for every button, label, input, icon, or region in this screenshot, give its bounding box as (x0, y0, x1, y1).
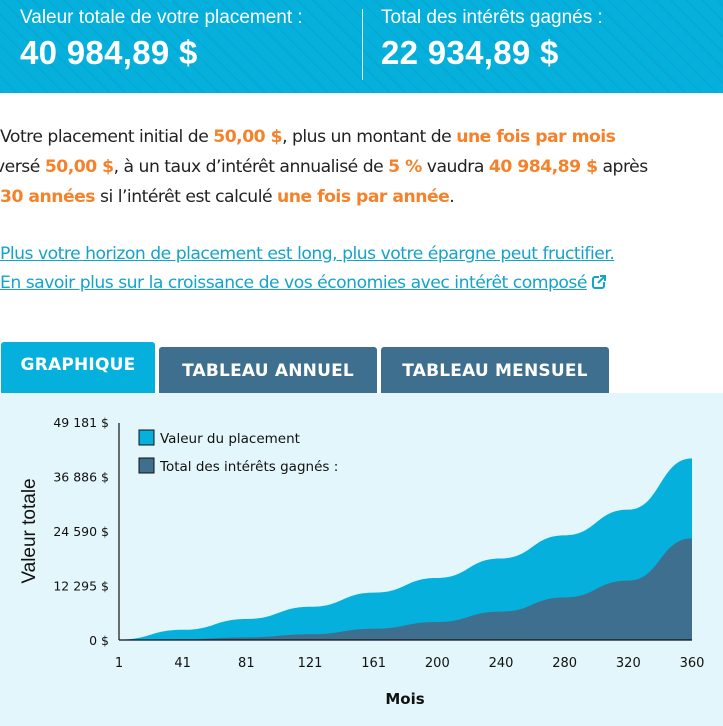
x-tick-label: 280 (552, 656, 577, 671)
x-tick-label: 161 (361, 656, 386, 671)
banner-divider (362, 9, 363, 80)
summary-text: , à un taux d’intérêt annualisé de (113, 157, 389, 177)
total-value-amount: 40 984,89 $ (20, 34, 198, 71)
y-tick-label: 0 $ (89, 633, 109, 648)
growth-chart: 0 $ 12 295 $ 24 590 $ 36 886 $ 49 181 $ 1 41 8… (19, 415, 705, 708)
x-tick-label: 360 (680, 656, 705, 671)
interest-rate: 5 % (388, 157, 422, 177)
total-value-label: Valeur totale de votre placement : (20, 7, 303, 28)
chart-panel: 0 $ 12 295 $ 24 590 $ 36 886 $ 49 181 $ 1 41 8… (0, 393, 723, 726)
summary-text: si l’intérêt est calculé (95, 187, 278, 207)
contribution-amount: 50,00 $ (44, 157, 114, 177)
learn-more-link[interactable]: En savoir plus sur la croissance de vos … (0, 269, 723, 298)
x-tick-label: 240 (489, 656, 514, 671)
summary-paragraph: Votre placement initial de 50,00 $, plus… (0, 122, 723, 212)
results-banner: Valeur totale de votre placement : 40 98… (0, 0, 723, 93)
horizon-link-text: Plus votre horizon de placement est long… (0, 244, 615, 264)
legend-swatch-interest (138, 457, 155, 474)
x-tick-label: 1 (115, 656, 123, 671)
compounding-frequency: une fois par année (277, 187, 450, 207)
tab-tableau-annuel[interactable]: TABLEAU ANNUEL (159, 347, 377, 393)
y-axis-title: Valeur totale (19, 478, 40, 583)
x-tick-label: 41 (174, 656, 191, 671)
area-interest-earned (119, 538, 692, 640)
y-tick-label: 49 181 $ (53, 415, 109, 430)
chart-legend: Valeur du placement Total des intérêts g… (138, 429, 338, 475)
chart-areas (119, 458, 692, 640)
initial-amount: 50,00 $ (213, 127, 283, 147)
interest-label: Total des intérêts gagnés : (381, 7, 603, 28)
x-tick-label: 81 (238, 656, 255, 671)
legend-label-value: Valeur du placement (160, 431, 300, 447)
tab-tableau-mensuel[interactable]: TABLEAU MENSUEL (381, 347, 609, 393)
summary-text: , plus un montant de (282, 127, 457, 147)
summary-text: vaudra (421, 157, 489, 177)
y-tick-label: 12 295 $ (53, 579, 109, 594)
y-axis-ticks: 0 $ 12 295 $ 24 590 $ 36 886 $ 49 181 $ (53, 415, 109, 648)
summary-text: après (597, 157, 649, 177)
interest-amount: 22 934,89 $ (381, 34, 559, 71)
x-tick-label: 320 (616, 656, 641, 671)
x-tick-label: 121 (298, 656, 323, 671)
final-value: 40 984,89 $ (488, 157, 598, 177)
info-links: Plus votre horizon de placement est long… (0, 240, 723, 298)
legend-label-interest: Total des intérêts gagnés : (159, 459, 338, 475)
view-tabs: GRAPHIQUE TABLEAU ANNUEL TABLEAU MENSUEL (0, 342, 723, 393)
horizon-link[interactable]: Plus votre horizon de placement est long… (0, 240, 723, 269)
external-link-icon (591, 275, 606, 289)
learn-more-link-text: En savoir plus sur la croissance de vos … (0, 273, 587, 293)
summary-text: . (449, 187, 455, 207)
x-axis-title: Mois (385, 690, 424, 708)
summary-text: Votre placement initial de (0, 127, 214, 147)
legend-swatch-value (138, 429, 155, 446)
tab-graphique[interactable]: GRAPHIQUE (1, 342, 155, 393)
x-tick-label: 200 (425, 656, 450, 671)
contribution-frequency: une fois par mois (456, 127, 616, 147)
y-tick-label: 24 590 $ (53, 524, 109, 539)
duration-years: 30 années (0, 187, 96, 207)
y-tick-label: 36 886 $ (53, 470, 109, 485)
area-investment-value (119, 458, 692, 640)
x-axis-ticks: 1 41 81 121 161 200 240 280 320 360 (115, 656, 705, 671)
summary-text: versé (0, 157, 40, 177)
